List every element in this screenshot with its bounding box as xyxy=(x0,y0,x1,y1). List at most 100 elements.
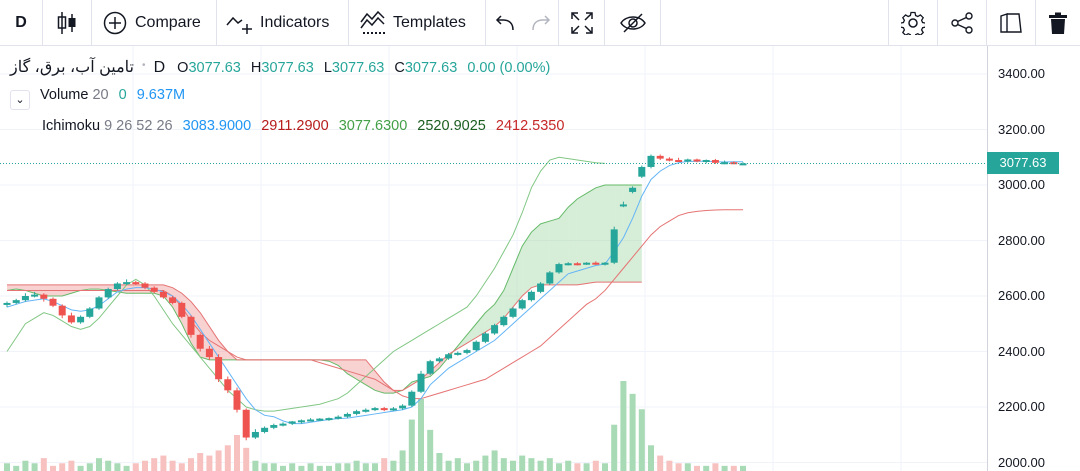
price-axis-label: 2800.00 xyxy=(998,232,1045,248)
candle-body xyxy=(546,272,554,284)
candle-body xyxy=(472,341,480,351)
volume-bar xyxy=(316,465,323,471)
volume-bar xyxy=(13,465,20,471)
ichimoku-lead-a: 2520.9025 xyxy=(417,118,486,134)
candle-body xyxy=(353,411,361,414)
cloud-segment xyxy=(623,185,633,283)
interval-button[interactable]: D xyxy=(0,0,42,45)
volume-bar xyxy=(694,465,700,471)
snapshot-icon xyxy=(1000,12,1022,33)
fullscreen-button[interactable] xyxy=(559,0,604,45)
undo-icon xyxy=(495,14,514,30)
indicators-button[interactable]: Indicators xyxy=(217,0,348,45)
chart-area[interactable]: تامین آب، برق، گاز • D O3077.63 H3077.63… xyxy=(0,46,1080,471)
volume-bar xyxy=(188,458,194,471)
chart-style-button[interactable] xyxy=(43,0,91,45)
candle-body xyxy=(288,421,296,424)
symbol-name[interactable]: تامین آب، برق، گاز xyxy=(10,59,134,76)
undo-button[interactable] xyxy=(486,0,524,45)
candle-body xyxy=(518,300,526,309)
volume-bar xyxy=(50,465,56,471)
volume-bar xyxy=(482,455,489,471)
close-value: 3077.63 xyxy=(404,60,458,76)
ichimoku-label[interactable]: Ichimoku xyxy=(42,118,101,134)
ichimoku-conversion: 3083.9000 xyxy=(182,118,252,134)
candle-body xyxy=(251,431,259,438)
cloud-segment xyxy=(559,207,569,285)
last-price-tag: 3077.63 xyxy=(987,152,1059,175)
indicators-icon xyxy=(226,16,252,34)
volume-bar xyxy=(160,455,167,471)
volume-bar xyxy=(132,463,139,471)
volume-bar xyxy=(307,463,314,471)
volume-bar xyxy=(326,465,332,471)
candle-body xyxy=(610,229,618,263)
ichimoku-lead-b: 2412.5350 xyxy=(495,118,565,134)
candle-body xyxy=(334,416,342,419)
cloud-segment xyxy=(365,359,375,391)
volume-bar xyxy=(362,463,369,471)
volume-bar xyxy=(142,460,148,471)
volume-bar xyxy=(721,465,728,471)
volume-bar xyxy=(740,465,746,471)
delete-button[interactable] xyxy=(1036,0,1080,45)
price-axis[interactable]: 3400.00 3200.00 3000.00 2800.00 2600.00 2400.… xyxy=(987,46,1080,471)
candle-body xyxy=(371,408,379,411)
candle-body xyxy=(178,302,186,317)
candle-body xyxy=(711,160,719,163)
volume-bar xyxy=(123,465,130,471)
candle-body xyxy=(629,187,637,192)
volume-length: 20 xyxy=(92,87,109,103)
hide-drawings-button[interactable] xyxy=(605,0,660,45)
candle-body xyxy=(675,160,683,163)
price-axis-label: 3000.00 xyxy=(998,177,1045,192)
candle-body xyxy=(426,361,434,374)
volume-bar xyxy=(500,458,507,471)
collapse-legend-button[interactable]: ⌄ xyxy=(10,90,30,110)
volume-bar xyxy=(96,458,102,471)
volume-label[interactable]: Volume xyxy=(40,87,89,103)
volume-bar xyxy=(712,463,719,471)
candle-body xyxy=(555,264,563,273)
plus-circle-icon xyxy=(103,11,127,34)
settings-button[interactable] xyxy=(889,0,937,45)
volume-bar xyxy=(270,463,277,471)
candle-body xyxy=(325,418,333,421)
cloud-segment xyxy=(347,359,357,380)
volume-bar xyxy=(464,463,470,471)
candle-body xyxy=(187,316,195,335)
price-axis-label: 3200.00 xyxy=(998,121,1045,137)
candle-body xyxy=(656,155,664,159)
candle-body xyxy=(261,427,269,432)
open-value: 3077.63 xyxy=(188,60,241,76)
candle-body xyxy=(408,391,416,406)
cloud-segment xyxy=(540,221,550,285)
templates-button[interactable]: Templates xyxy=(349,0,485,45)
volume-bar xyxy=(454,458,461,471)
price-axis-label: 3400.00 xyxy=(998,66,1045,81)
candle-body xyxy=(693,159,701,162)
candle-body xyxy=(113,283,121,290)
share-button[interactable] xyxy=(938,0,986,45)
lagging-span-line xyxy=(6,156,606,412)
volume-bar xyxy=(583,463,590,471)
candle-body xyxy=(3,302,11,305)
snapshot-button[interactable] xyxy=(987,0,1035,45)
volume-bar xyxy=(510,460,516,471)
volume-bar xyxy=(611,424,618,471)
candle-body xyxy=(702,160,710,163)
compare-button[interactable]: Compare xyxy=(92,0,216,45)
volume-bar xyxy=(684,463,691,471)
candle-body xyxy=(77,316,85,323)
candle-body xyxy=(592,262,600,265)
high-value: 3077.63 xyxy=(261,60,314,76)
ichimoku-params: 9 26 52 26 xyxy=(104,118,173,134)
volume-bar xyxy=(675,463,682,471)
candle-body xyxy=(159,291,167,298)
candle-body xyxy=(12,300,20,303)
redo-button[interactable] xyxy=(524,0,558,45)
conversion-line xyxy=(6,160,743,425)
candle-body xyxy=(104,289,112,298)
candle-body xyxy=(233,390,241,410)
price-plot[interactable] xyxy=(0,46,987,471)
